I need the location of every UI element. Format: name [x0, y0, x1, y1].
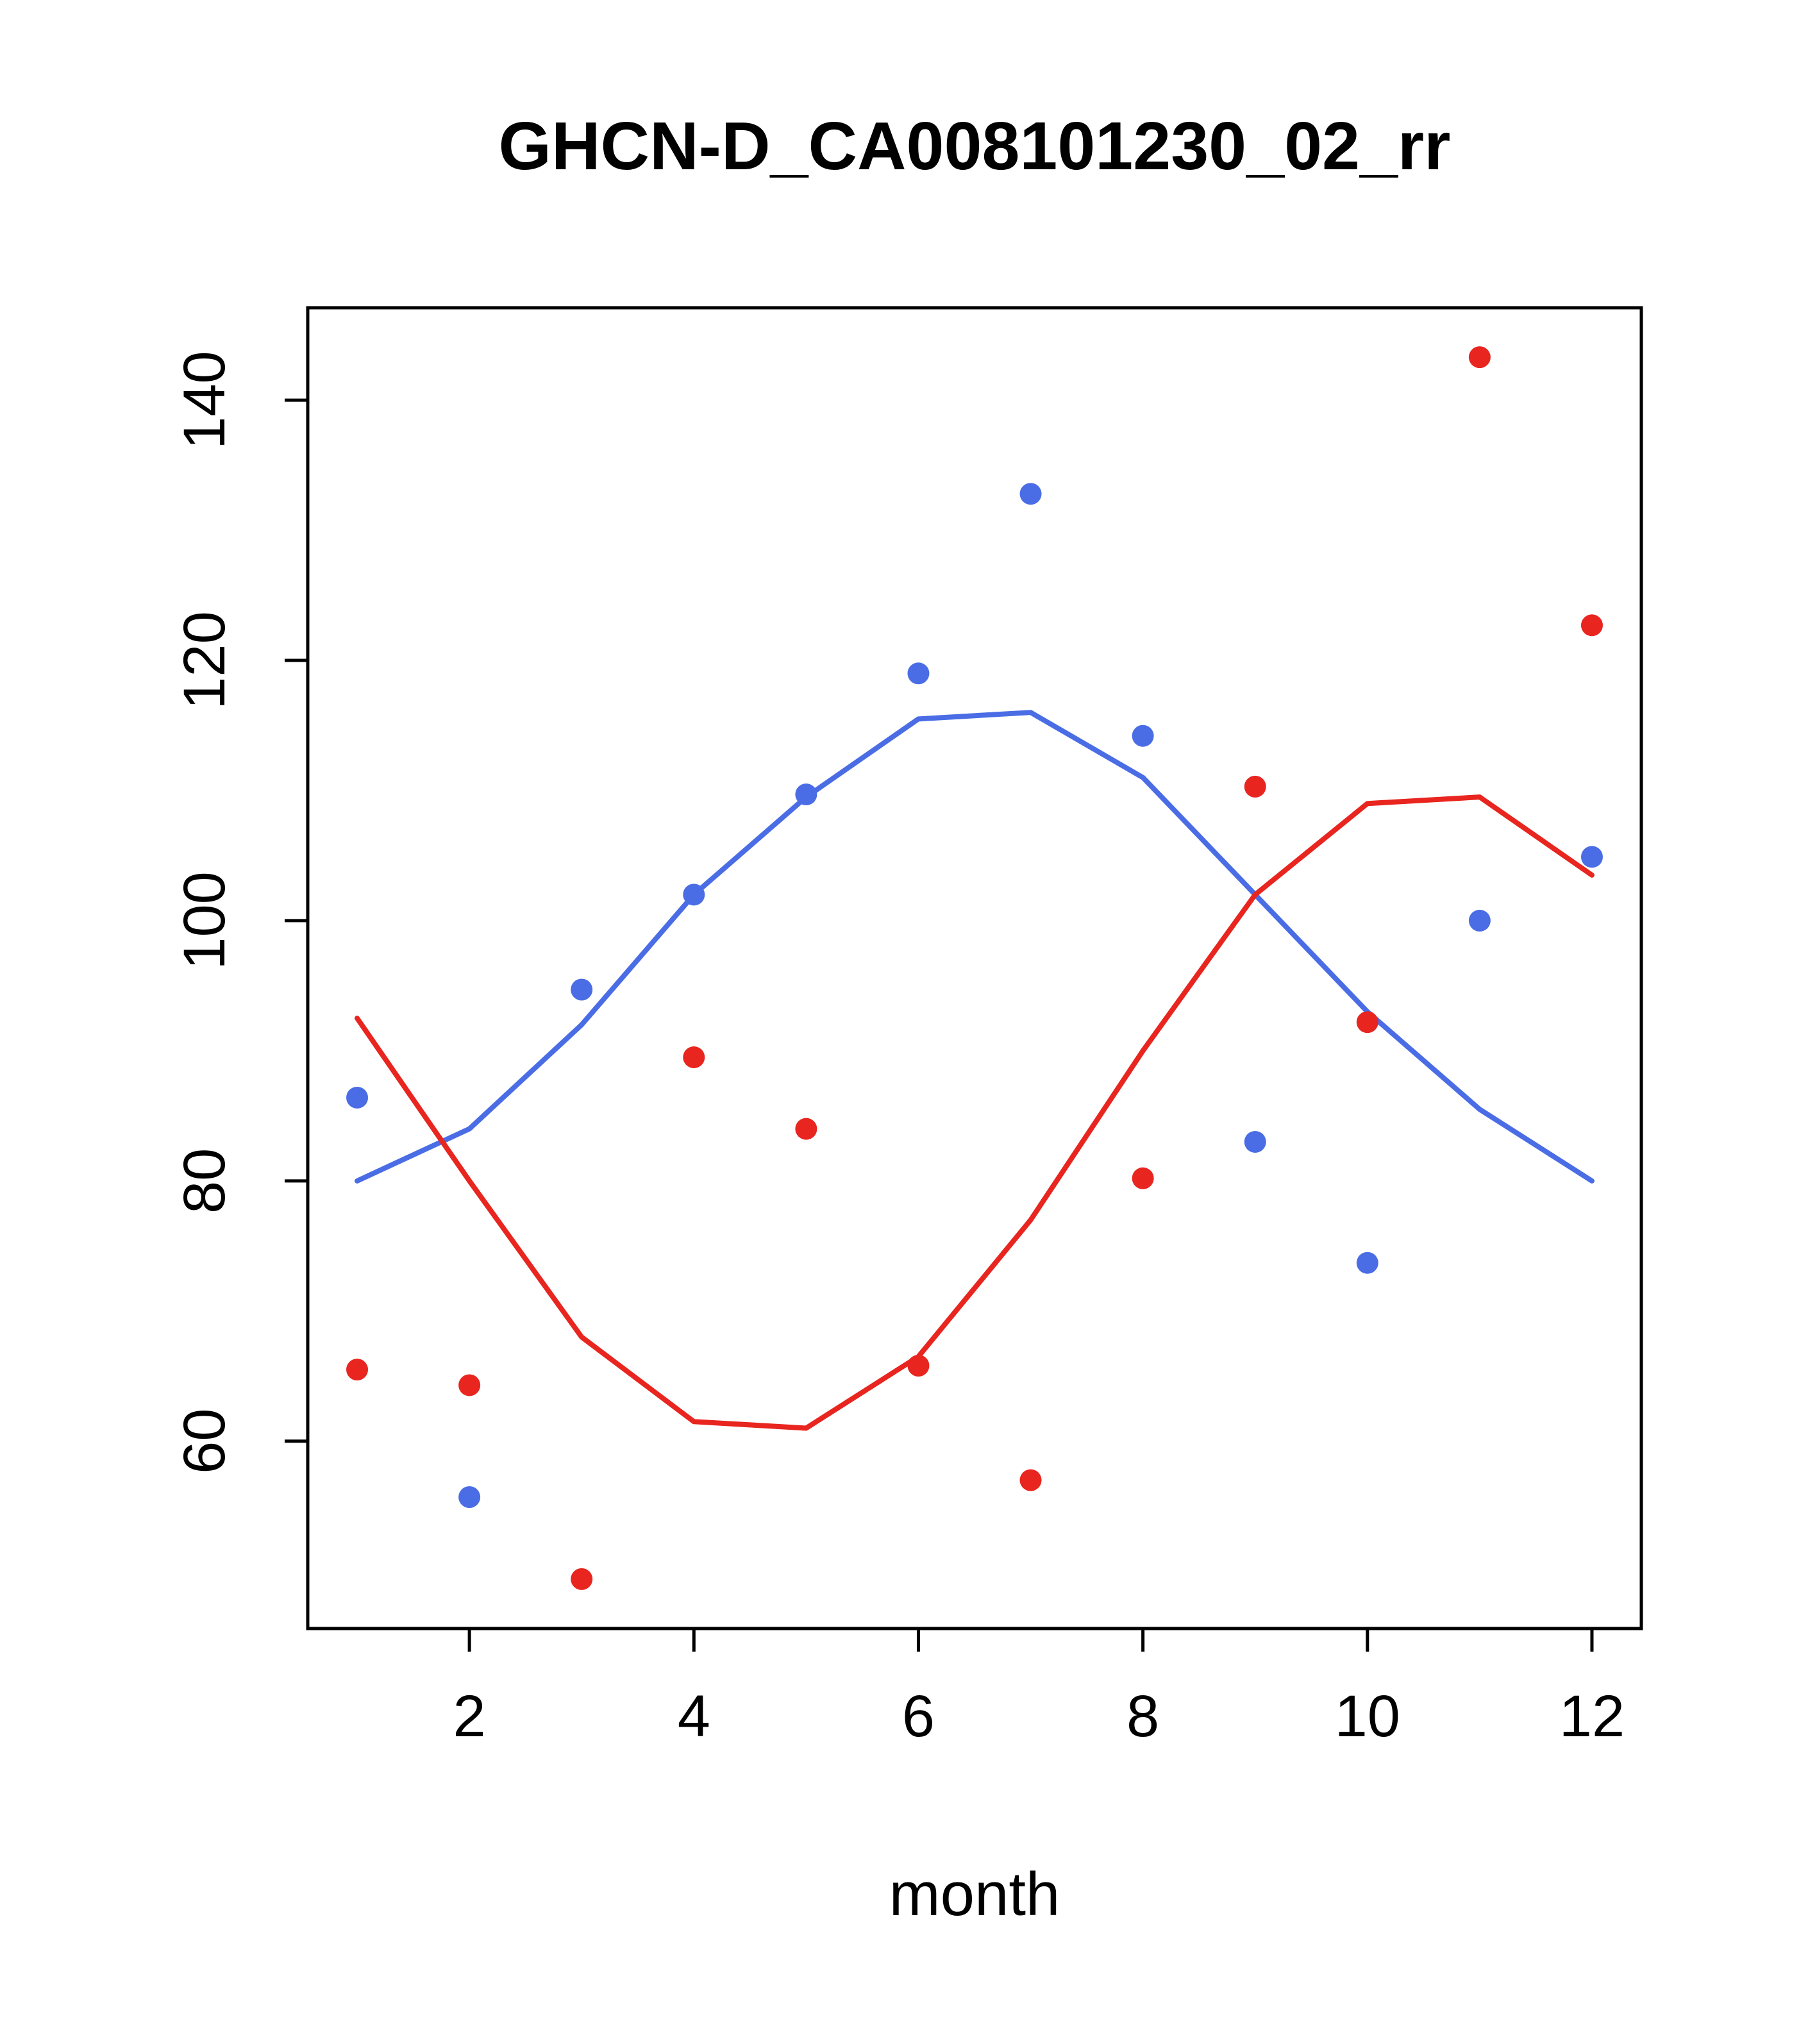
- series2-smooth-line: [355, 794, 1595, 1431]
- series2-points-marker: [458, 1374, 481, 1396]
- y-tick-label: 60: [172, 1409, 237, 1474]
- series1-points-marker: [1356, 1252, 1378, 1274]
- series2-points-marker: [1356, 1011, 1378, 1034]
- series1-smooth-line: [355, 710, 1595, 1184]
- series1-points-marker: [1132, 725, 1154, 747]
- y-tick-label: 140: [172, 351, 237, 449]
- series1-points-marker: [571, 978, 593, 1001]
- y-tick-label: 120: [172, 611, 237, 710]
- series2-points-marker: [1132, 1167, 1154, 1189]
- series1-points: [346, 483, 1603, 1509]
- series1-points-marker: [795, 783, 817, 806]
- x-tick-label: 12: [1559, 1684, 1625, 1749]
- series2-points-marker: [1244, 775, 1266, 798]
- series1-smooth-line-path: [355, 710, 1595, 1184]
- series1-points-marker: [346, 1086, 369, 1109]
- x-tick-label: 2: [453, 1684, 486, 1749]
- plot-box: [306, 306, 1643, 1630]
- y-axis: 60 80 100 120 140: [172, 351, 308, 1474]
- series1-points-marker: [458, 1486, 481, 1509]
- series2-points-marker: [1580, 614, 1603, 637]
- series2-points-marker: [907, 1355, 930, 1377]
- y-tick-label: 100: [172, 871, 237, 970]
- x-tick-label: 6: [902, 1684, 935, 1749]
- x-tick-label: 10: [1335, 1684, 1400, 1749]
- series2-smooth-line-path: [355, 794, 1595, 1431]
- series1-points-marker: [1580, 846, 1603, 868]
- x-tick-label: 8: [1126, 1684, 1159, 1749]
- series2-points-marker: [571, 1568, 593, 1590]
- x-tick-label: 4: [678, 1684, 710, 1749]
- y-tick-label: 80: [172, 1148, 237, 1214]
- series1-points-marker: [1468, 909, 1491, 932]
- series1-points-marker: [683, 884, 705, 906]
- series1-points-marker: [1019, 483, 1042, 505]
- series1-points-marker: [1244, 1130, 1266, 1153]
- chart-title: GHCN-D_CA008101230_02_rr: [498, 108, 1451, 184]
- x-axis: 2 4 6 8 10 12: [453, 1629, 1625, 1749]
- x-axis-label: month: [889, 1860, 1060, 1929]
- series2-points-marker: [1019, 1469, 1042, 1491]
- series2-points-marker: [795, 1118, 817, 1140]
- series2-points: [346, 346, 1603, 1590]
- series2-points-marker: [1468, 346, 1491, 369]
- series1-points-marker: [907, 662, 930, 685]
- series2-points-marker: [346, 1359, 369, 1381]
- series2-points-marker: [683, 1046, 705, 1069]
